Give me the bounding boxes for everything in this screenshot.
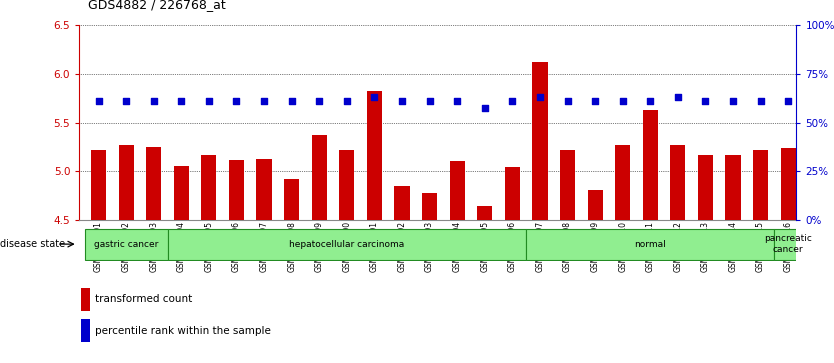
Point [533, 94, 546, 100]
Bar [284, 179, 299, 220]
Bar [257, 159, 272, 220]
Point [340, 98, 354, 104]
Text: gastric cancer: gastric cancer [94, 240, 158, 249]
Bar [229, 160, 244, 220]
Text: percentile rank within the sample: percentile rank within the sample [95, 326, 271, 336]
Point [258, 98, 271, 104]
Bar [201, 155, 217, 220]
Bar [394, 185, 409, 220]
Bar [775, 229, 802, 260]
Point [174, 98, 188, 104]
Bar [339, 150, 354, 220]
Bar [532, 62, 547, 220]
Point [202, 98, 215, 104]
Bar [477, 206, 492, 220]
Point [147, 98, 160, 104]
Point [92, 98, 105, 104]
Bar [753, 150, 768, 220]
Bar [560, 150, 575, 220]
Text: transformed count: transformed count [95, 294, 193, 305]
Point [285, 98, 299, 104]
Bar [505, 167, 520, 220]
Point [699, 98, 712, 104]
Bar [526, 229, 775, 260]
Bar [85, 229, 168, 260]
Bar [422, 193, 437, 220]
Point [671, 94, 685, 100]
Bar [698, 155, 713, 220]
Text: normal: normal [635, 240, 666, 249]
Bar [173, 166, 188, 220]
Bar [643, 110, 658, 220]
Point [119, 98, 133, 104]
Text: pancreatic
cancer: pancreatic cancer [764, 234, 812, 254]
Text: GDS4882 / 226768_at: GDS4882 / 226768_at [88, 0, 225, 11]
Point [423, 98, 436, 104]
Bar [168, 229, 526, 260]
Bar [367, 91, 382, 220]
Point [644, 98, 657, 104]
Bar [312, 135, 327, 220]
Bar [81, 288, 90, 311]
Point [781, 98, 795, 104]
Point [589, 98, 602, 104]
Bar [81, 319, 90, 342]
Point [478, 105, 491, 111]
Point [560, 98, 574, 104]
Bar [781, 148, 796, 220]
Bar [615, 145, 631, 220]
Text: disease state: disease state [0, 239, 65, 249]
Bar [587, 191, 603, 220]
Point [395, 98, 409, 104]
Bar [118, 145, 133, 220]
Point [450, 98, 464, 104]
Point [726, 98, 740, 104]
Bar [450, 161, 465, 220]
Text: hepatocellular carcinoma: hepatocellular carcinoma [289, 240, 404, 249]
Bar [146, 147, 161, 220]
Bar [726, 155, 741, 220]
Point [313, 98, 326, 104]
Point [505, 98, 519, 104]
Bar [91, 150, 106, 220]
Bar [671, 145, 686, 220]
Point [368, 94, 381, 100]
Point [230, 98, 244, 104]
Point [616, 98, 630, 104]
Point [754, 98, 767, 104]
